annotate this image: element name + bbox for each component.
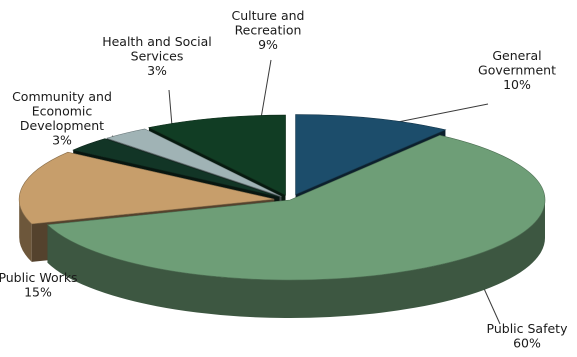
- pie-slice: [46, 134, 546, 319]
- slice-label-value: 3%: [52, 133, 72, 148]
- pie-slice-top: [295, 114, 447, 195]
- slice-label: Health and Social Services 3%: [102, 34, 212, 78]
- pie-slice-top: [105, 128, 282, 197]
- slice-label-value: 3%: [147, 63, 167, 78]
- slice-label: Public Safety 60%: [487, 321, 569, 351]
- slice-label-text: Economic: [32, 104, 93, 119]
- slice-label-value: 15%: [24, 285, 52, 300]
- slice-label-text: Health and Social: [102, 34, 212, 49]
- slice-label-value: 10%: [503, 77, 531, 92]
- slice-label-text: Public Safety: [487, 321, 569, 336]
- slice-label: Community and Economic Development 3%: [12, 89, 112, 148]
- pie-slice-top: [46, 134, 546, 281]
- slice-label-text: Community and: [12, 89, 112, 104]
- slice-label-text: Recreation: [235, 23, 302, 38]
- slice-label-value: 60%: [513, 336, 541, 351]
- slice-label-text: Development: [20, 118, 104, 133]
- slice-labels: General Government 10%Public Safety 60%Publ…: [0, 8, 568, 351]
- slice-label-text: General: [492, 48, 541, 63]
- slice-label-value: 9%: [258, 37, 278, 52]
- pie-slice-top: [18, 151, 275, 225]
- pie-slice-side: [19, 199, 32, 262]
- pie-slice-top: [72, 138, 280, 198]
- slice-label: Culture and Recreation 9%: [232, 8, 305, 52]
- pie-slices: [18, 114, 546, 319]
- slice-label: Public Works 15%: [0, 270, 78, 300]
- slice-label-text: Public Works: [0, 270, 78, 285]
- pie-slice-side: [47, 200, 545, 319]
- slice-label-text: Government: [478, 63, 556, 78]
- slice-label-text: Services: [131, 49, 184, 64]
- slice-label: General Government 10%: [478, 48, 556, 92]
- pie-slice-top: [147, 114, 286, 196]
- slice-label-text: Culture and: [232, 8, 305, 23]
